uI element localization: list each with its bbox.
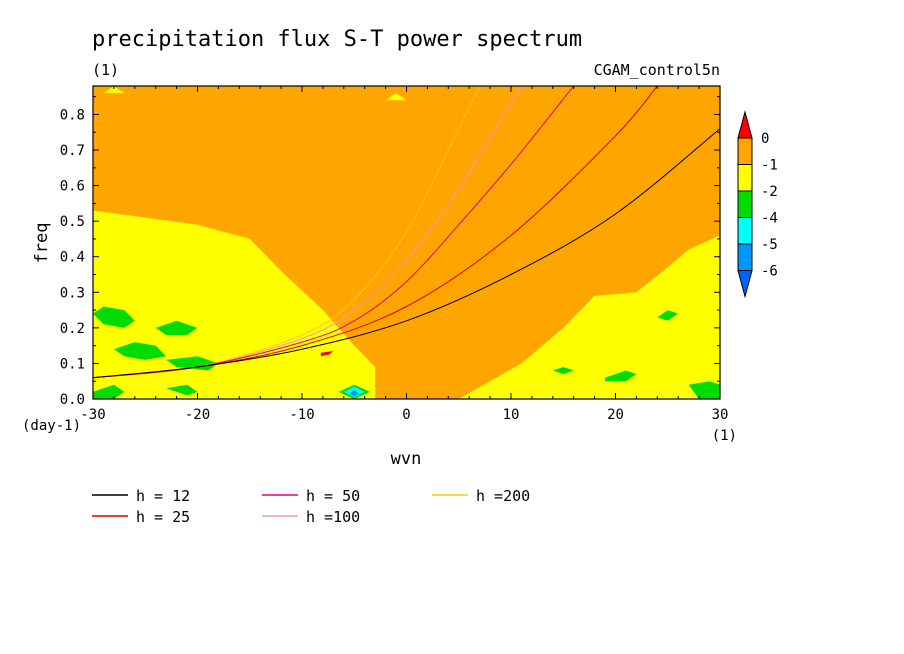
colorbar-top-arrow [737,110,753,139]
case-label: CGAM_control5n [594,61,720,79]
x-tick-label: 30 [712,407,729,423]
colorbar-label: -5 [761,237,778,253]
yellow-region [103,86,125,94]
green-region [93,306,135,328]
series-line-1 [93,128,720,379]
colorbar-label: -1 [761,158,778,174]
legend-label: h =100 [306,508,360,526]
x-tick-label: 0 [402,407,410,423]
chart-title: precipitation flux S-T power spectrum [92,27,582,52]
dispersion-curves [93,86,720,379]
legend-label: h = 12 [136,487,190,505]
y-units-label: (day-1) [22,418,81,434]
y-tick-label: 0.0 [60,392,85,408]
green-region [166,384,198,396]
x-axis-label: wvn [391,449,422,469]
legend-label: h = 50 [306,487,360,505]
green-region [113,342,167,360]
contour-regions [93,86,720,399]
x-axis: -30 -20 -10 0 10 20 30 [80,86,728,423]
y-tick-label: 0.8 [60,107,85,123]
blue-region [349,390,360,397]
colorbar-label: -4 [761,211,778,227]
x-tick-label: 10 [503,407,520,423]
yellow-region [385,93,407,101]
colorbar-bin [737,137,753,165]
red-region [320,351,334,357]
colorbar-bin [737,217,753,245]
colorbar-bin [737,243,753,271]
y-tick-label: 0.2 [60,321,85,337]
green-region [552,367,574,375]
y-tick-label: 0.5 [60,214,85,230]
x-tick-label: -20 [185,407,210,423]
y-tick-label: 0.7 [60,143,85,159]
x-units-label: (1) [712,428,737,444]
green-region [657,310,679,321]
colorbar-label: -6 [761,264,778,280]
y-tick-label: 0.1 [60,356,85,372]
legend-label: h =200 [476,487,530,505]
y-tick-label: 0.6 [60,179,85,195]
colorbar: 0 -1 -2 -4 -5 -6 [737,110,778,299]
colorbar-bin [737,164,753,192]
y-axis: 0.0 0.1 0.2 0.3 0.4 0.5 0.6 0.7 0.8 [60,96,720,408]
colorbar-bin [737,190,753,218]
colorbar-label: 0 [761,131,769,147]
yellow-region [458,235,720,399]
y-tick-label: 0.3 [60,285,85,301]
yellow-region [93,210,376,399]
green-region [166,356,219,371]
green-region [93,384,125,399]
legend-label: h = 25 [136,508,190,526]
y-tick-label: 0.4 [60,250,85,266]
green-region [605,370,637,382]
colorbar-bottom-arrow [737,270,753,299]
x-tick-label: -30 [80,407,105,423]
colorbar-label: -2 [761,184,778,200]
legend: h = 12 h = 25 h = 50 h =100 h =200 [92,487,530,526]
green-region [155,320,198,335]
green-region [688,381,720,399]
x-tick-label: -10 [289,407,314,423]
units-label: (1) [92,61,119,79]
x-tick-label: 20 [607,407,624,423]
y-axis-label: freq [32,223,52,264]
